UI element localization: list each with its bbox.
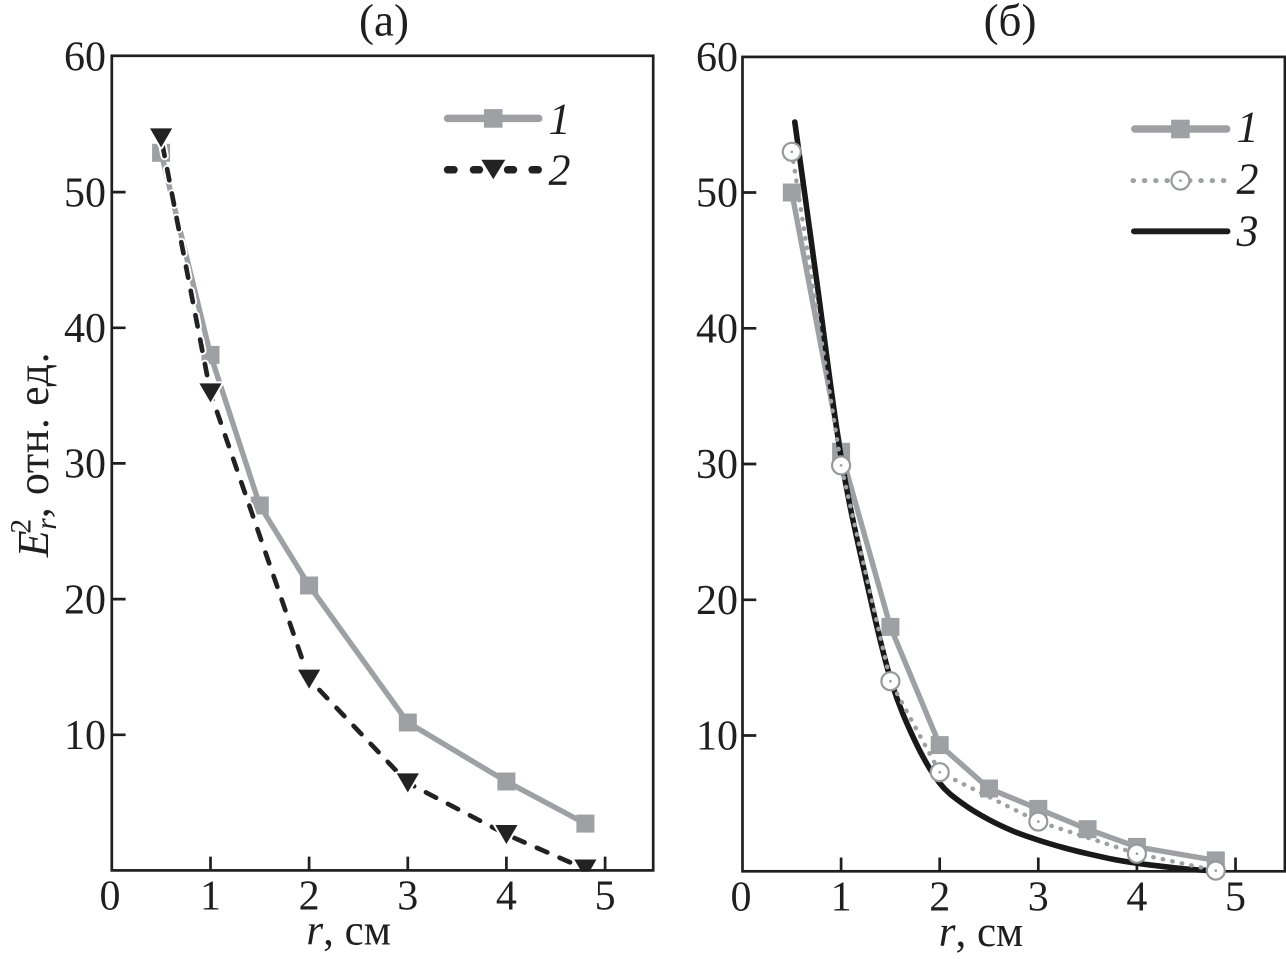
svg-text:40: 40 <box>64 306 106 352</box>
svg-text:10: 10 <box>696 714 738 760</box>
svg-text:30: 30 <box>64 442 106 488</box>
svg-text:3: 3 <box>1028 875 1049 921</box>
svg-text:5: 5 <box>595 874 616 920</box>
svg-text:10: 10 <box>64 713 106 759</box>
svg-text:1: 1 <box>200 874 221 920</box>
svg-text:5: 5 <box>1225 875 1246 921</box>
svg-text:1: 1 <box>831 875 852 921</box>
svg-text:50: 50 <box>696 171 738 217</box>
svg-text:r, см: r, см <box>306 908 391 955</box>
svg-text:0: 0 <box>731 875 752 921</box>
svg-text:30: 30 <box>696 442 738 488</box>
svg-text:2: 2 <box>1237 155 1259 204</box>
svg-text:r, см: r, см <box>939 909 1024 956</box>
svg-text:(a): (a) <box>359 0 409 46</box>
svg-text:(б): (б) <box>984 0 1037 46</box>
svg-text:60: 60 <box>64 35 106 81</box>
svg-text:20: 20 <box>696 578 738 624</box>
svg-text:60: 60 <box>696 35 738 81</box>
svg-text:1: 1 <box>1237 103 1259 152</box>
svg-text:40: 40 <box>696 307 738 353</box>
svg-text:20: 20 <box>64 577 106 623</box>
svg-text:0: 0 <box>100 874 121 920</box>
svg-text:3: 3 <box>397 874 418 920</box>
svg-text:3: 3 <box>1236 207 1259 256</box>
svg-text:4: 4 <box>1126 875 1147 921</box>
svg-text:2: 2 <box>929 875 950 921</box>
svg-text:2: 2 <box>299 874 320 920</box>
svg-text:2: 2 <box>549 145 571 194</box>
svg-text:50: 50 <box>64 170 106 216</box>
svg-text:Er2, отн. ед.: Er2, отн. ед. <box>6 352 64 558</box>
svg-text:1: 1 <box>549 94 571 143</box>
svg-text:4: 4 <box>496 874 517 920</box>
